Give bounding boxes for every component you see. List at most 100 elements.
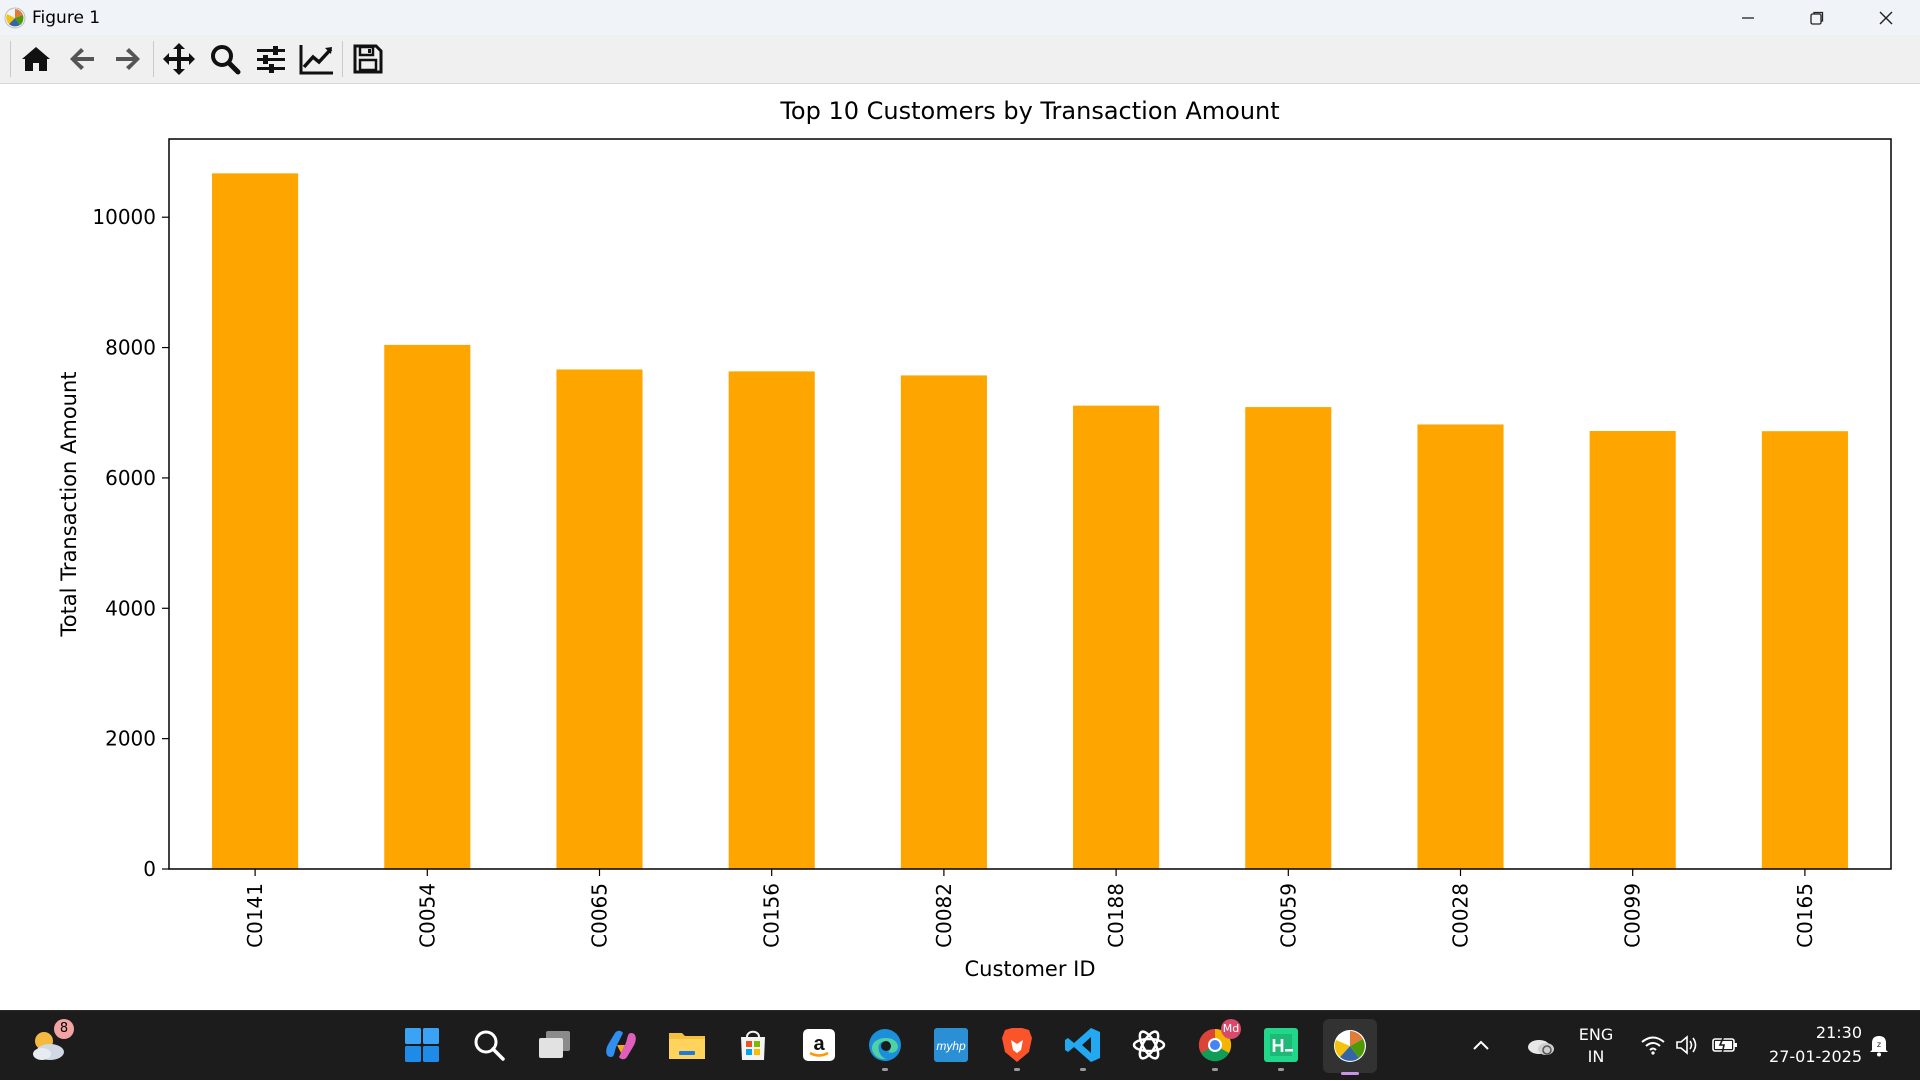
close-icon [1879, 11, 1892, 24]
back-button[interactable] [59, 36, 105, 82]
notifications-button[interactable]: z [1864, 1021, 1894, 1069]
svg-text:H: H [1272, 1036, 1285, 1056]
toolbar-separator [10, 41, 11, 77]
language-indicator[interactable]: ENG IN [1576, 1011, 1616, 1081]
task-view-button[interactable] [531, 1021, 579, 1069]
chrome-button[interactable]: Md [1191, 1019, 1241, 1071]
onedrive-icon [1528, 1040, 1554, 1055]
configure-subplots-button[interactable] [248, 36, 294, 82]
volume-button[interactable] [1672, 1021, 1702, 1069]
running-indicator [1014, 1068, 1020, 1071]
x-tick-label: C0165 [1793, 883, 1817, 948]
brave-icon [1002, 1028, 1032, 1062]
bars-group [212, 173, 1848, 869]
active-indicator [1341, 1072, 1359, 1075]
pycharm-icon: H [1264, 1028, 1298, 1062]
svg-text:a: a [813, 1033, 825, 1055]
language-line-2: IN [1587, 1047, 1605, 1066]
vscode-button[interactable] [1059, 1021, 1107, 1071]
chrome-icon [1198, 1028, 1232, 1062]
y-tick-label: 0 [143, 857, 156, 881]
clock-time: 21:30 [1815, 1023, 1862, 1042]
x-tick-label: C0059 [1276, 883, 1300, 948]
brave-button[interactable] [993, 1021, 1041, 1071]
bar-C0156 [728, 371, 815, 869]
notification-icon: z [1870, 1036, 1888, 1057]
bar-C0028 [1417, 424, 1504, 869]
pan-button[interactable] [156, 36, 202, 82]
back-arrow-icon [70, 48, 94, 70]
zoom-button[interactable] [202, 36, 248, 82]
weather-widget[interactable]: 8 [24, 1019, 74, 1069]
close-button[interactable] [1851, 0, 1920, 35]
edit-axis-button[interactable] [294, 36, 340, 82]
restore-icon [1809, 11, 1823, 25]
matplotlib-figure-button[interactable] [1323, 1019, 1377, 1075]
home-button[interactable] [13, 36, 59, 82]
file-explorer-button[interactable] [663, 1021, 711, 1069]
bar-C0165 [1761, 431, 1848, 869]
windows-start-icon [405, 1028, 439, 1062]
edge-button[interactable] [861, 1021, 909, 1071]
x-tick-label: C0188 [1104, 883, 1128, 948]
windows-taskbar: 8 a myhp Md H [0, 1010, 1920, 1080]
show-hidden-icons-button[interactable] [1466, 1021, 1496, 1069]
myhp-button[interactable]: myhp [927, 1021, 975, 1069]
copilot-icon [606, 1030, 636, 1060]
bar-C0059 [1245, 407, 1332, 869]
battery-button[interactable] [1708, 1021, 1742, 1069]
restore-button[interactable] [1782, 0, 1851, 35]
figure-canvas[interactable]: Top 10 Customers by Transaction Amount 0… [0, 84, 1920, 1010]
pycharm-button[interactable]: H [1257, 1021, 1305, 1071]
running-indicator [882, 1068, 888, 1071]
x-tick-label: C0065 [588, 883, 612, 948]
y-tick-label: 6000 [105, 466, 156, 490]
amazon-button[interactable]: a [795, 1021, 843, 1069]
widgets-badge: 8 [54, 1019, 74, 1039]
x-tick-label: C0141 [243, 883, 267, 948]
y-tick-label: 4000 [105, 596, 156, 620]
y-axis-label: Total Transaction Amount [57, 371, 81, 637]
forward-button[interactable] [105, 36, 151, 82]
y-tick-label: 10000 [92, 205, 156, 229]
edge-icon [869, 1029, 901, 1061]
clock[interactable]: 21:30 27-01-2025 [1752, 1011, 1862, 1081]
clock-date: 27-01-2025 [1769, 1047, 1862, 1066]
bar-C0065 [556, 369, 643, 869]
microsoft-store-button[interactable] [729, 1021, 777, 1069]
x-axis-label: Customer ID [964, 957, 1095, 981]
onedrive-button[interactable] [1520, 1021, 1560, 1069]
file-explorer-icon [669, 1033, 705, 1059]
toolbar-separator [342, 41, 343, 77]
language-line-1: ENG [1578, 1025, 1614, 1044]
network-button[interactable] [1638, 1021, 1668, 1069]
volume-icon [1676, 1035, 1697, 1055]
chevron-up-icon [1473, 1040, 1489, 1050]
vscode-icon [1065, 1028, 1100, 1062]
chrome-profile-badge: Md [1221, 1019, 1241, 1039]
x-tick-label: C0099 [1621, 883, 1645, 948]
chart-title: Top 10 Customers by Transaction Amount [779, 97, 1279, 125]
copilot-button[interactable] [597, 1021, 645, 1069]
bar-C0082 [900, 375, 987, 869]
start-button[interactable] [398, 1021, 446, 1069]
battery-icon [1712, 1035, 1737, 1055]
axes-frame [168, 138, 1892, 870]
save-button[interactable] [345, 36, 391, 82]
task-view-icon [539, 1031, 570, 1058]
svg-text:z: z [1877, 1040, 1881, 1049]
search-button[interactable] [465, 1021, 513, 1069]
wifi-icon [1641, 1036, 1665, 1055]
running-indicator [1080, 1068, 1086, 1071]
bar-C0141 [212, 173, 299, 869]
minimize-button[interactable] [1713, 0, 1782, 35]
search-icon [474, 1030, 505, 1061]
matplotlib-figure-icon [1334, 1030, 1366, 1062]
weather-widget-icon [33, 1032, 64, 1060]
configure-subplots-icon [257, 46, 285, 73]
chatgpt-icon [1132, 1030, 1166, 1060]
y-axis-ticks: 0 2000 4000 6000 8000 10000 [92, 205, 169, 881]
chatgpt-button[interactable] [1125, 1021, 1173, 1069]
x-tick-label: C0082 [932, 883, 956, 948]
x-tick-label: C0156 [760, 883, 784, 948]
